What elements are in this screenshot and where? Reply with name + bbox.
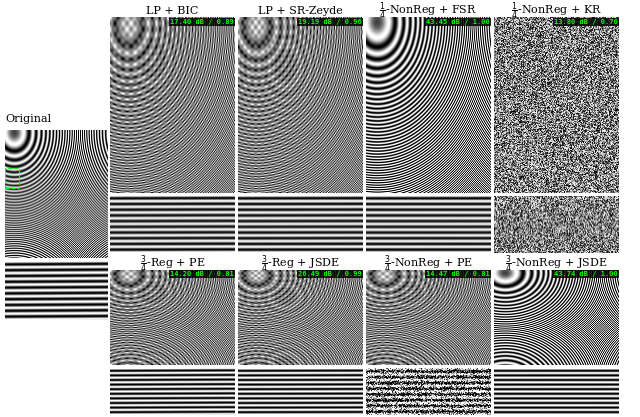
Bar	[5, 168, 19, 188]
Text: $\frac{3}{4}$-NonReg + PE: $\frac{3}{4}$-NonReg + PE	[384, 253, 473, 274]
Text: 43.74 dB / 1.00: 43.74 dB / 1.00	[554, 271, 618, 277]
Text: $\frac{3}{4}$-Reg + PE: $\frac{3}{4}$-Reg + PE	[140, 253, 205, 274]
Text: LP + SR-Zeyde: LP + SR-Zeyde	[258, 6, 343, 16]
Text: LP + BIC: LP + BIC	[147, 6, 198, 16]
Text: $\frac{1}{4}$-NonReg + FSR: $\frac{1}{4}$-NonReg + FSR	[380, 0, 477, 22]
Text: Original: Original	[5, 113, 51, 123]
Text: $\frac{3}{4}$-NonReg + JSDE: $\frac{3}{4}$-NonReg + JSDE	[506, 253, 608, 274]
Text: 14.20 dB / 0.81: 14.20 dB / 0.81	[170, 271, 234, 277]
Text: 43.45 dB / 1.00: 43.45 dB / 1.00	[426, 19, 490, 25]
Text: $\frac{1}{4}$-NonReg + KR: $\frac{1}{4}$-NonReg + KR	[511, 0, 602, 22]
Text: 19.19 dB / 0.96: 19.19 dB / 0.96	[298, 19, 362, 25]
Text: 14.47 dB / 0.81: 14.47 dB / 0.81	[426, 271, 490, 277]
Text: $\frac{3}{4}$-Reg + JSDE: $\frac{3}{4}$-Reg + JSDE	[261, 253, 340, 274]
Text: 26.49 dB / 0.99: 26.49 dB / 0.99	[298, 271, 362, 277]
Text: 13.80 dB / 0.76: 13.80 dB / 0.76	[554, 19, 618, 25]
Text: 17.40 dB / 0.89: 17.40 dB / 0.89	[170, 19, 234, 25]
